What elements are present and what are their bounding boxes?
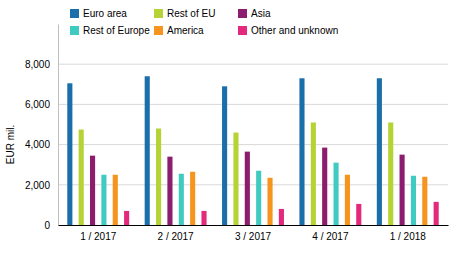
bar <box>124 211 129 225</box>
legend: Euro area Rest of EU Asia Rest of Europe Ame… <box>70 8 338 36</box>
x-tick-label: 3 / 2017 <box>235 231 272 242</box>
legend-label: Asia <box>251 8 271 19</box>
bar <box>113 175 118 225</box>
bar <box>388 122 393 225</box>
x-tick: 2 / 2017 <box>158 231 195 242</box>
bar <box>377 78 382 225</box>
bar <box>434 202 439 225</box>
grid-line <box>58 104 448 105</box>
legend-item: Asia <box>238 8 271 19</box>
y-tick: 6,000 <box>25 99 58 110</box>
bars <box>67 76 438 225</box>
y-tick-label: 6,000 <box>25 99 50 110</box>
legend-swatch <box>70 9 79 18</box>
bar <box>79 130 84 225</box>
bar <box>334 163 339 225</box>
bar <box>267 178 272 225</box>
legend-item: Euro area <box>70 8 127 19</box>
bar <box>233 133 238 225</box>
grid-line <box>58 64 448 65</box>
bar <box>67 83 72 225</box>
bar <box>422 177 427 225</box>
legend-swatch <box>154 9 163 18</box>
bar <box>411 176 416 225</box>
legend-item: Rest of Europe <box>70 25 150 36</box>
bar <box>256 171 261 225</box>
bar <box>90 156 95 225</box>
chart: 0 2,000 4,000 6,000 8,000 1 / 2017 2 / 2017 3 /… <box>0 0 454 253</box>
bar <box>245 152 250 225</box>
x-tick: 1 / 2018 <box>390 231 427 242</box>
y-tick-label: 8,000 <box>25 59 50 70</box>
legend-swatch <box>70 26 79 35</box>
y-axis: 0 2,000 4,000 6,000 8,000 <box>25 25 59 231</box>
legend-item: Rest of EU <box>154 8 215 19</box>
x-axis-line <box>59 225 449 226</box>
bar <box>322 148 327 225</box>
bar <box>179 174 184 225</box>
bar <box>145 76 150 225</box>
y-tick: 0 <box>44 220 58 231</box>
legend-label: Other and unknown <box>251 25 338 36</box>
legend-item: America <box>154 25 204 36</box>
y-axis-title: EUR mil. <box>5 125 16 164</box>
y-tick: 2,000 <box>25 180 58 191</box>
bar <box>311 122 316 225</box>
y-tick: 4,000 <box>25 139 58 150</box>
x-axis: 1 / 2017 2 / 2017 3 / 2017 4 / 2017 1 / 2018 <box>59 226 449 243</box>
legend-item: Other and unknown <box>238 25 338 36</box>
legend-swatch <box>238 26 247 35</box>
bar <box>156 129 161 225</box>
bar <box>400 155 405 225</box>
bar <box>101 175 106 225</box>
series <box>79 122 394 225</box>
x-tick-label: 1 / 2017 <box>80 231 117 242</box>
y-tick: 8,000 <box>25 59 58 70</box>
y-axis-line <box>58 25 59 226</box>
bar <box>356 204 361 225</box>
series <box>101 163 416 225</box>
bar <box>190 172 195 225</box>
legend-swatch <box>154 26 163 35</box>
legend-label: America <box>167 25 204 36</box>
series <box>113 172 428 225</box>
bar <box>345 175 350 225</box>
y-tick-label: 2,000 <box>25 180 50 191</box>
bar <box>201 211 206 225</box>
legend-label: Euro area <box>83 8 127 19</box>
series <box>90 148 405 225</box>
x-tick-label: 2 / 2017 <box>158 231 195 242</box>
legend-label: Rest of EU <box>167 8 215 19</box>
y-tick-label: 0 <box>44 220 50 231</box>
series <box>67 76 382 225</box>
y-tick-label: 4,000 <box>25 139 50 150</box>
legend-swatch <box>238 9 247 18</box>
x-tick-label: 4 / 2017 <box>312 231 349 242</box>
bar <box>299 78 304 225</box>
legend-label: Rest of Europe <box>83 25 150 36</box>
bar <box>222 86 227 225</box>
bar <box>167 157 172 225</box>
series <box>124 202 439 225</box>
x-tick: 4 / 2017 <box>312 231 349 242</box>
x-tick-label: 1 / 2018 <box>390 231 427 242</box>
x-tick: 3 / 2017 <box>235 231 272 242</box>
x-tick: 1 / 2017 <box>80 231 117 242</box>
bar <box>279 209 284 225</box>
